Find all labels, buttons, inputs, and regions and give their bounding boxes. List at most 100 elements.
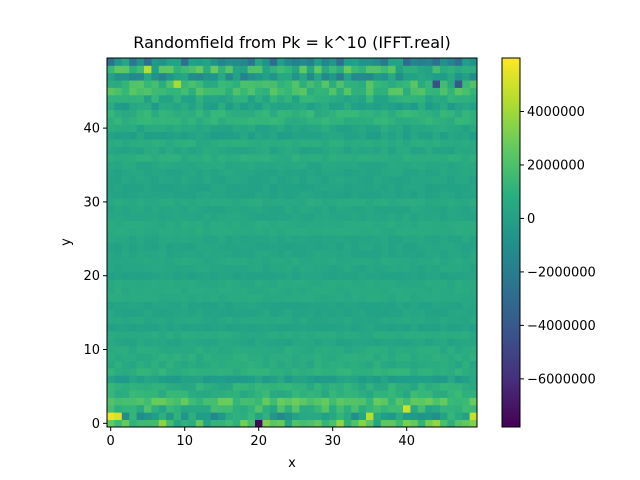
heatmap-cell bbox=[292, 375, 300, 384]
heatmap-cell bbox=[247, 212, 256, 221]
heatmap-cell bbox=[247, 257, 256, 266]
heatmap-cell bbox=[210, 301, 219, 310]
heatmap-cell bbox=[292, 308, 300, 317]
heatmap-cell bbox=[210, 338, 219, 347]
heatmap-cell bbox=[203, 190, 211, 199]
heatmap-cell bbox=[136, 124, 145, 133]
heatmap-cell bbox=[440, 58, 448, 66]
heatmap-cell bbox=[440, 124, 448, 133]
heatmap-cell bbox=[255, 264, 263, 273]
heatmap-cell bbox=[255, 345, 263, 354]
heatmap-cell bbox=[188, 146, 197, 155]
heatmap-cell bbox=[366, 382, 374, 391]
heatmap-cell bbox=[195, 279, 204, 288]
heatmap-cell bbox=[388, 72, 396, 81]
heatmap-cell bbox=[173, 286, 182, 295]
heatmap-cell bbox=[388, 146, 396, 155]
heatmap-cell bbox=[388, 249, 396, 258]
heatmap-cell bbox=[343, 102, 352, 111]
heatmap-cell bbox=[321, 117, 330, 125]
heatmap-cell bbox=[284, 161, 293, 170]
heatmap-cell bbox=[232, 404, 241, 413]
heatmap-cell bbox=[121, 272, 130, 280]
heatmap-cell bbox=[107, 360, 115, 369]
heatmap-cell bbox=[462, 161, 470, 170]
heatmap-cell bbox=[292, 198, 300, 206]
heatmap-cell bbox=[203, 249, 211, 258]
heatmap-cell bbox=[469, 65, 478, 74]
heatmap-cell bbox=[329, 65, 337, 74]
heatmap-cell bbox=[173, 294, 182, 302]
heatmap-cell bbox=[107, 102, 115, 111]
heatmap-cell bbox=[255, 87, 263, 96]
heatmap-cell bbox=[440, 257, 448, 266]
heatmap-cell bbox=[336, 212, 345, 221]
heatmap-cell bbox=[358, 65, 367, 74]
heatmap-cell bbox=[388, 80, 396, 88]
heatmap-cell bbox=[425, 168, 433, 177]
heatmap-cell bbox=[121, 124, 130, 133]
heatmap-cell bbox=[107, 390, 115, 398]
heatmap-cell bbox=[240, 102, 248, 111]
heatmap-cell bbox=[432, 338, 441, 347]
heatmap-cell bbox=[447, 242, 456, 251]
heatmap-cell bbox=[277, 419, 285, 428]
heatmap-cell bbox=[292, 161, 300, 170]
heatmap-cell bbox=[321, 139, 330, 147]
heatmap-cell bbox=[432, 227, 441, 236]
heatmap-cell bbox=[403, 94, 411, 103]
heatmap-cell bbox=[136, 257, 145, 266]
heatmap-cell bbox=[247, 109, 256, 118]
heatmap-cell bbox=[454, 279, 463, 288]
heatmap-cell bbox=[255, 131, 263, 140]
heatmap-cell bbox=[343, 279, 352, 288]
heatmap-cell bbox=[314, 87, 322, 96]
heatmap-cell bbox=[203, 279, 211, 288]
heatmap-cell bbox=[188, 242, 197, 251]
heatmap-cell bbox=[284, 419, 293, 428]
heatmap-cell bbox=[129, 331, 137, 339]
heatmap-cell bbox=[380, 249, 389, 258]
heatmap-cell bbox=[255, 109, 263, 118]
heatmap-cell bbox=[454, 301, 463, 310]
heatmap-cell bbox=[151, 412, 160, 421]
heatmap-cell bbox=[343, 131, 352, 140]
heatmap-cell bbox=[181, 308, 189, 317]
heatmap-cell bbox=[203, 94, 211, 103]
heatmap-cell bbox=[343, 345, 352, 354]
heatmap-cell bbox=[166, 353, 174, 361]
heatmap-cell bbox=[195, 397, 204, 406]
heatmap-cell bbox=[121, 257, 130, 266]
heatmap-cell bbox=[247, 264, 256, 273]
heatmap-cell bbox=[151, 161, 160, 170]
heatmap-cell bbox=[336, 316, 345, 325]
heatmap-cell bbox=[218, 316, 226, 325]
heatmap-cell bbox=[158, 308, 167, 317]
heatmap-cell bbox=[129, 353, 137, 361]
heatmap-cell bbox=[181, 176, 189, 184]
heatmap-cell bbox=[336, 235, 345, 243]
heatmap-cell bbox=[166, 249, 174, 258]
heatmap-cell bbox=[366, 323, 374, 332]
heatmap-cell bbox=[447, 345, 456, 354]
heatmap-cell bbox=[321, 367, 330, 376]
heatmap-cell bbox=[432, 242, 441, 251]
heatmap-cell bbox=[440, 360, 448, 369]
heatmap-cell bbox=[277, 390, 285, 398]
heatmap-cell bbox=[151, 375, 160, 384]
heatmap-cell bbox=[351, 139, 359, 147]
heatmap-cell bbox=[321, 308, 330, 317]
heatmap-cell bbox=[343, 227, 352, 236]
heatmap-cell bbox=[284, 375, 293, 384]
heatmap-cell bbox=[410, 124, 419, 133]
heatmap-cell bbox=[247, 205, 256, 214]
heatmap-cell bbox=[425, 323, 433, 332]
heatmap-cell bbox=[136, 146, 145, 155]
heatmap-cell bbox=[114, 308, 123, 317]
heatmap-cell bbox=[440, 176, 448, 184]
heatmap-cell bbox=[440, 146, 448, 155]
heatmap-cell bbox=[129, 257, 137, 266]
heatmap-cell bbox=[114, 212, 123, 221]
heatmap-cell bbox=[469, 153, 478, 162]
